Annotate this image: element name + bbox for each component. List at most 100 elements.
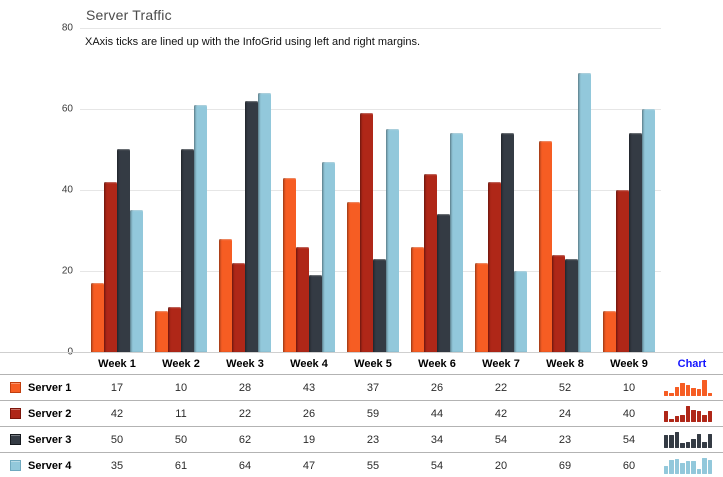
week-column-header: Week 3 xyxy=(226,357,264,370)
series-legend[interactable]: Server 2 xyxy=(0,408,85,420)
bar[interactable] xyxy=(219,239,232,352)
chart-title: Server Traffic xyxy=(86,7,172,23)
sparkline-bar xyxy=(680,462,685,474)
value-cell: 35 xyxy=(110,459,124,472)
week-column-header: Week 9 xyxy=(610,357,648,370)
value-cell: 17 xyxy=(110,381,124,394)
sparkline-bar xyxy=(696,388,702,396)
sparkline-bar xyxy=(702,441,707,448)
value-cell: 44 xyxy=(430,407,444,420)
value-cell: 26 xyxy=(430,381,444,394)
bar[interactable] xyxy=(258,93,271,352)
sparkline-bar xyxy=(702,414,707,422)
sparkline-cell xyxy=(661,405,723,422)
y-axis: 0 20 40 60 80 xyxy=(0,0,77,360)
bar-group xyxy=(405,28,469,352)
bar[interactable] xyxy=(424,174,437,352)
sparkline-bar xyxy=(707,433,712,448)
sparkline-bar xyxy=(696,410,702,422)
bar[interactable] xyxy=(629,133,642,352)
bar[interactable] xyxy=(501,133,514,352)
value-cell: 37 xyxy=(366,381,380,394)
bar[interactable] xyxy=(117,149,130,352)
bar-group xyxy=(85,28,149,352)
bar[interactable] xyxy=(475,263,488,352)
value-cell: 24 xyxy=(558,407,572,420)
y-axis-tick-label: 20 xyxy=(61,265,73,277)
week-column-header: Week 1 xyxy=(98,357,136,370)
row-sparkline-chart xyxy=(664,405,712,422)
bar[interactable] xyxy=(565,259,578,352)
bar[interactable] xyxy=(91,283,104,352)
value-cell: 50 xyxy=(110,433,124,446)
gridline xyxy=(80,28,661,29)
bar[interactable] xyxy=(578,73,591,352)
sparkline-bar xyxy=(674,431,680,448)
sparkline-bar xyxy=(674,415,680,422)
series-legend[interactable]: Server 1 xyxy=(0,382,85,394)
info-grid: Week 1 Week 2 Week 3 Week 4 Week 5 Week 6 Week… xyxy=(0,352,723,477)
bar[interactable] xyxy=(194,105,207,352)
value-cell: 69 xyxy=(558,459,572,472)
series-name-label: Server 2 xyxy=(28,407,72,420)
week-column-header: Week 5 xyxy=(354,357,392,370)
bar[interactable] xyxy=(450,133,463,352)
bar[interactable] xyxy=(181,149,194,352)
series-legend[interactable]: Server 4 xyxy=(0,460,85,472)
value-cell: 26 xyxy=(302,407,316,420)
value-cell: 22 xyxy=(494,381,508,394)
value-cell: 54 xyxy=(622,433,636,446)
chart-column-header: Chart xyxy=(677,357,707,370)
bar[interactable] xyxy=(245,101,258,352)
series-legend[interactable]: Server 3 xyxy=(0,434,85,446)
bar[interactable] xyxy=(360,113,373,352)
series-name-label: Server 4 xyxy=(28,459,72,472)
sparkline-bar xyxy=(664,390,669,396)
bar[interactable] xyxy=(283,178,296,352)
row-sparkline-chart xyxy=(664,457,712,474)
series-row[interactable]: Server 1 17 10 28 43 37 26 22 52 10 xyxy=(0,374,723,400)
value-cell: 59 xyxy=(366,407,380,420)
sparkline-bar xyxy=(707,392,712,396)
bar[interactable] xyxy=(411,247,424,352)
bar[interactable] xyxy=(539,141,552,352)
series-row[interactable]: Server 4 35 61 64 47 55 54 20 69 60 xyxy=(0,452,723,477)
week-column-header: Week 4 xyxy=(290,357,328,370)
bar[interactable] xyxy=(437,214,450,352)
bar[interactable] xyxy=(603,311,616,352)
bar[interactable] xyxy=(168,307,181,352)
bar[interactable] xyxy=(373,259,386,352)
bar[interactable] xyxy=(309,275,322,352)
bar[interactable] xyxy=(488,182,501,352)
series-color-swatch xyxy=(10,434,21,445)
bar[interactable] xyxy=(322,162,335,352)
sparkline-bar xyxy=(702,379,707,396)
bar[interactable] xyxy=(386,129,399,352)
bar-group xyxy=(533,28,597,352)
bar[interactable] xyxy=(347,202,360,352)
bar-group xyxy=(597,28,661,352)
sparkline-bar xyxy=(664,465,669,474)
series-row[interactable]: Server 3 50 50 62 19 23 34 54 23 54 xyxy=(0,426,723,452)
bar-group xyxy=(341,28,405,352)
value-cell: 50 xyxy=(174,433,188,446)
value-cell: 42 xyxy=(110,407,124,420)
bar[interactable] xyxy=(616,190,629,352)
y-axis-tick-label: 80 xyxy=(61,22,73,34)
sparkline-bar xyxy=(680,382,685,396)
bar[interactable] xyxy=(552,255,565,352)
value-cell: 47 xyxy=(302,459,316,472)
bar-group xyxy=(213,28,277,352)
plot-area xyxy=(80,28,661,353)
bar[interactable] xyxy=(232,263,245,352)
bar[interactable] xyxy=(296,247,309,352)
bar[interactable] xyxy=(642,109,655,352)
bar[interactable] xyxy=(130,210,143,352)
bar[interactable] xyxy=(514,271,527,352)
series-row[interactable]: Server 2 42 11 22 26 59 44 42 24 40 xyxy=(0,400,723,426)
bar[interactable] xyxy=(155,311,168,352)
bar[interactable] xyxy=(104,182,117,352)
sparkline-cell xyxy=(661,379,723,396)
week-column-header: Week 7 xyxy=(482,357,520,370)
value-cell: 60 xyxy=(622,459,636,472)
